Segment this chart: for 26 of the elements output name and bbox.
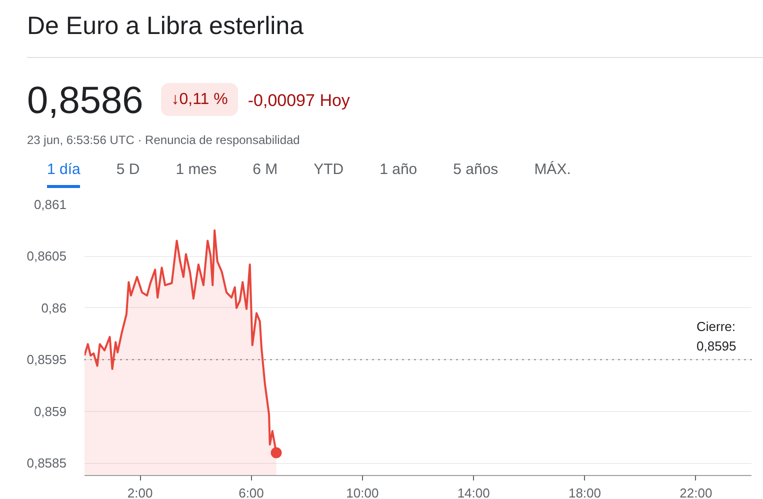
text: YTD [314,160,344,180]
text: 1 día [47,159,80,188]
x-tick-label: 2:00 [127,486,153,499]
text: 1 año [380,160,418,180]
text: 23 jun, 6:53:56 UTC · Renuncia de responsabilidad [27,132,301,149]
text: -0,00097 Hoy [248,90,350,110]
text: 1 mes [176,160,217,180]
text: 5 D [116,160,140,180]
y-tick-label: 0,8595 [26,352,67,368]
y-tick-label: 0,86 [41,300,67,316]
title: De Euro a Libra esterlina [27,5,763,58]
x-tick-label: 10:00 [346,486,379,499]
text: ↓0,11 % [161,83,238,116]
x-tick-label: 18:00 [568,486,602,499]
ref-line-label: Cierre: 0,8595 [696,319,736,354]
x-tick-label: 14:00 [457,486,490,499]
y-tick-label: 0,859 [34,404,67,419]
y-tick-label: 0,8585 [26,456,67,471]
y-tick-label: 0,8605 [26,248,67,264]
text: MÁX. [534,160,571,180]
text: 6 M [252,160,278,180]
x-tick-label: 22:00 [680,486,712,499]
text: 5 años [453,160,498,180]
x-tick-label: 6:00 [238,486,264,499]
y-tick-label: 0,861 [34,197,67,212]
text: 0,8586 [27,80,144,122]
